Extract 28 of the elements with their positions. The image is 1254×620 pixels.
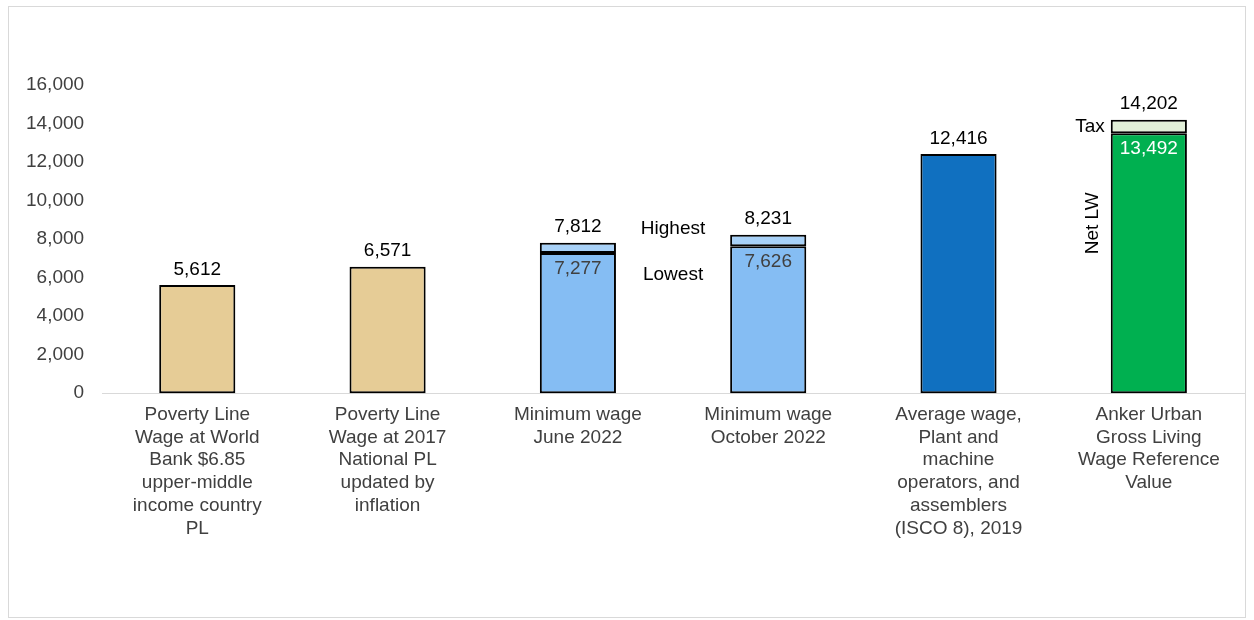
x-tick-label: Minimum wage June 2022 (514, 402, 642, 447)
total-label: 5,612 (173, 257, 222, 279)
x-tick-label: Anker Urban Gross Living Wage Reference Value (1077, 402, 1220, 493)
annotation: Tax (1075, 114, 1106, 136)
y-tick-label: 0 (73, 381, 85, 403)
annotation: Net LW (1081, 192, 1103, 255)
y-tick-label: 16,000 (25, 73, 85, 95)
y-tick-label: 4,000 (36, 304, 85, 326)
total-label: 12,416 (929, 126, 988, 148)
x-tick-label: Poverty Line Wage at 2017 National PL updated by inflation (328, 402, 447, 516)
data-label: 13,492 (1119, 137, 1178, 159)
total-label: 14,202 (1119, 92, 1178, 114)
data-label: 7,277 (554, 256, 602, 278)
annotation: Highest (640, 216, 706, 238)
y-tick-label: 14,000 (25, 111, 85, 133)
total-label: 7,812 (554, 215, 602, 237)
total-label: 8,231 (744, 207, 792, 229)
y-tick-label: 12,000 (25, 150, 85, 172)
y-tick-label: 6,000 (36, 265, 85, 287)
x-tick-label: Average wage, Plant and machine operators, and assemblers (ISCO 8), 2019 (894, 402, 1023, 538)
x-tick-label: Poverty Line Wage at World Bank $6.85 upper-middle income country PL (132, 402, 263, 538)
total-label: 6,571 (363, 239, 412, 261)
y-tick-label: 2,000 (36, 342, 85, 364)
annotation: Lowest (642, 263, 704, 285)
data-label: 7,626 (744, 250, 792, 272)
y-tick-label: 8,000 (36, 227, 85, 249)
x-tick-label: Minimum wage October 2022 (704, 402, 833, 447)
y-tick-label: 10,000 (25, 188, 85, 210)
